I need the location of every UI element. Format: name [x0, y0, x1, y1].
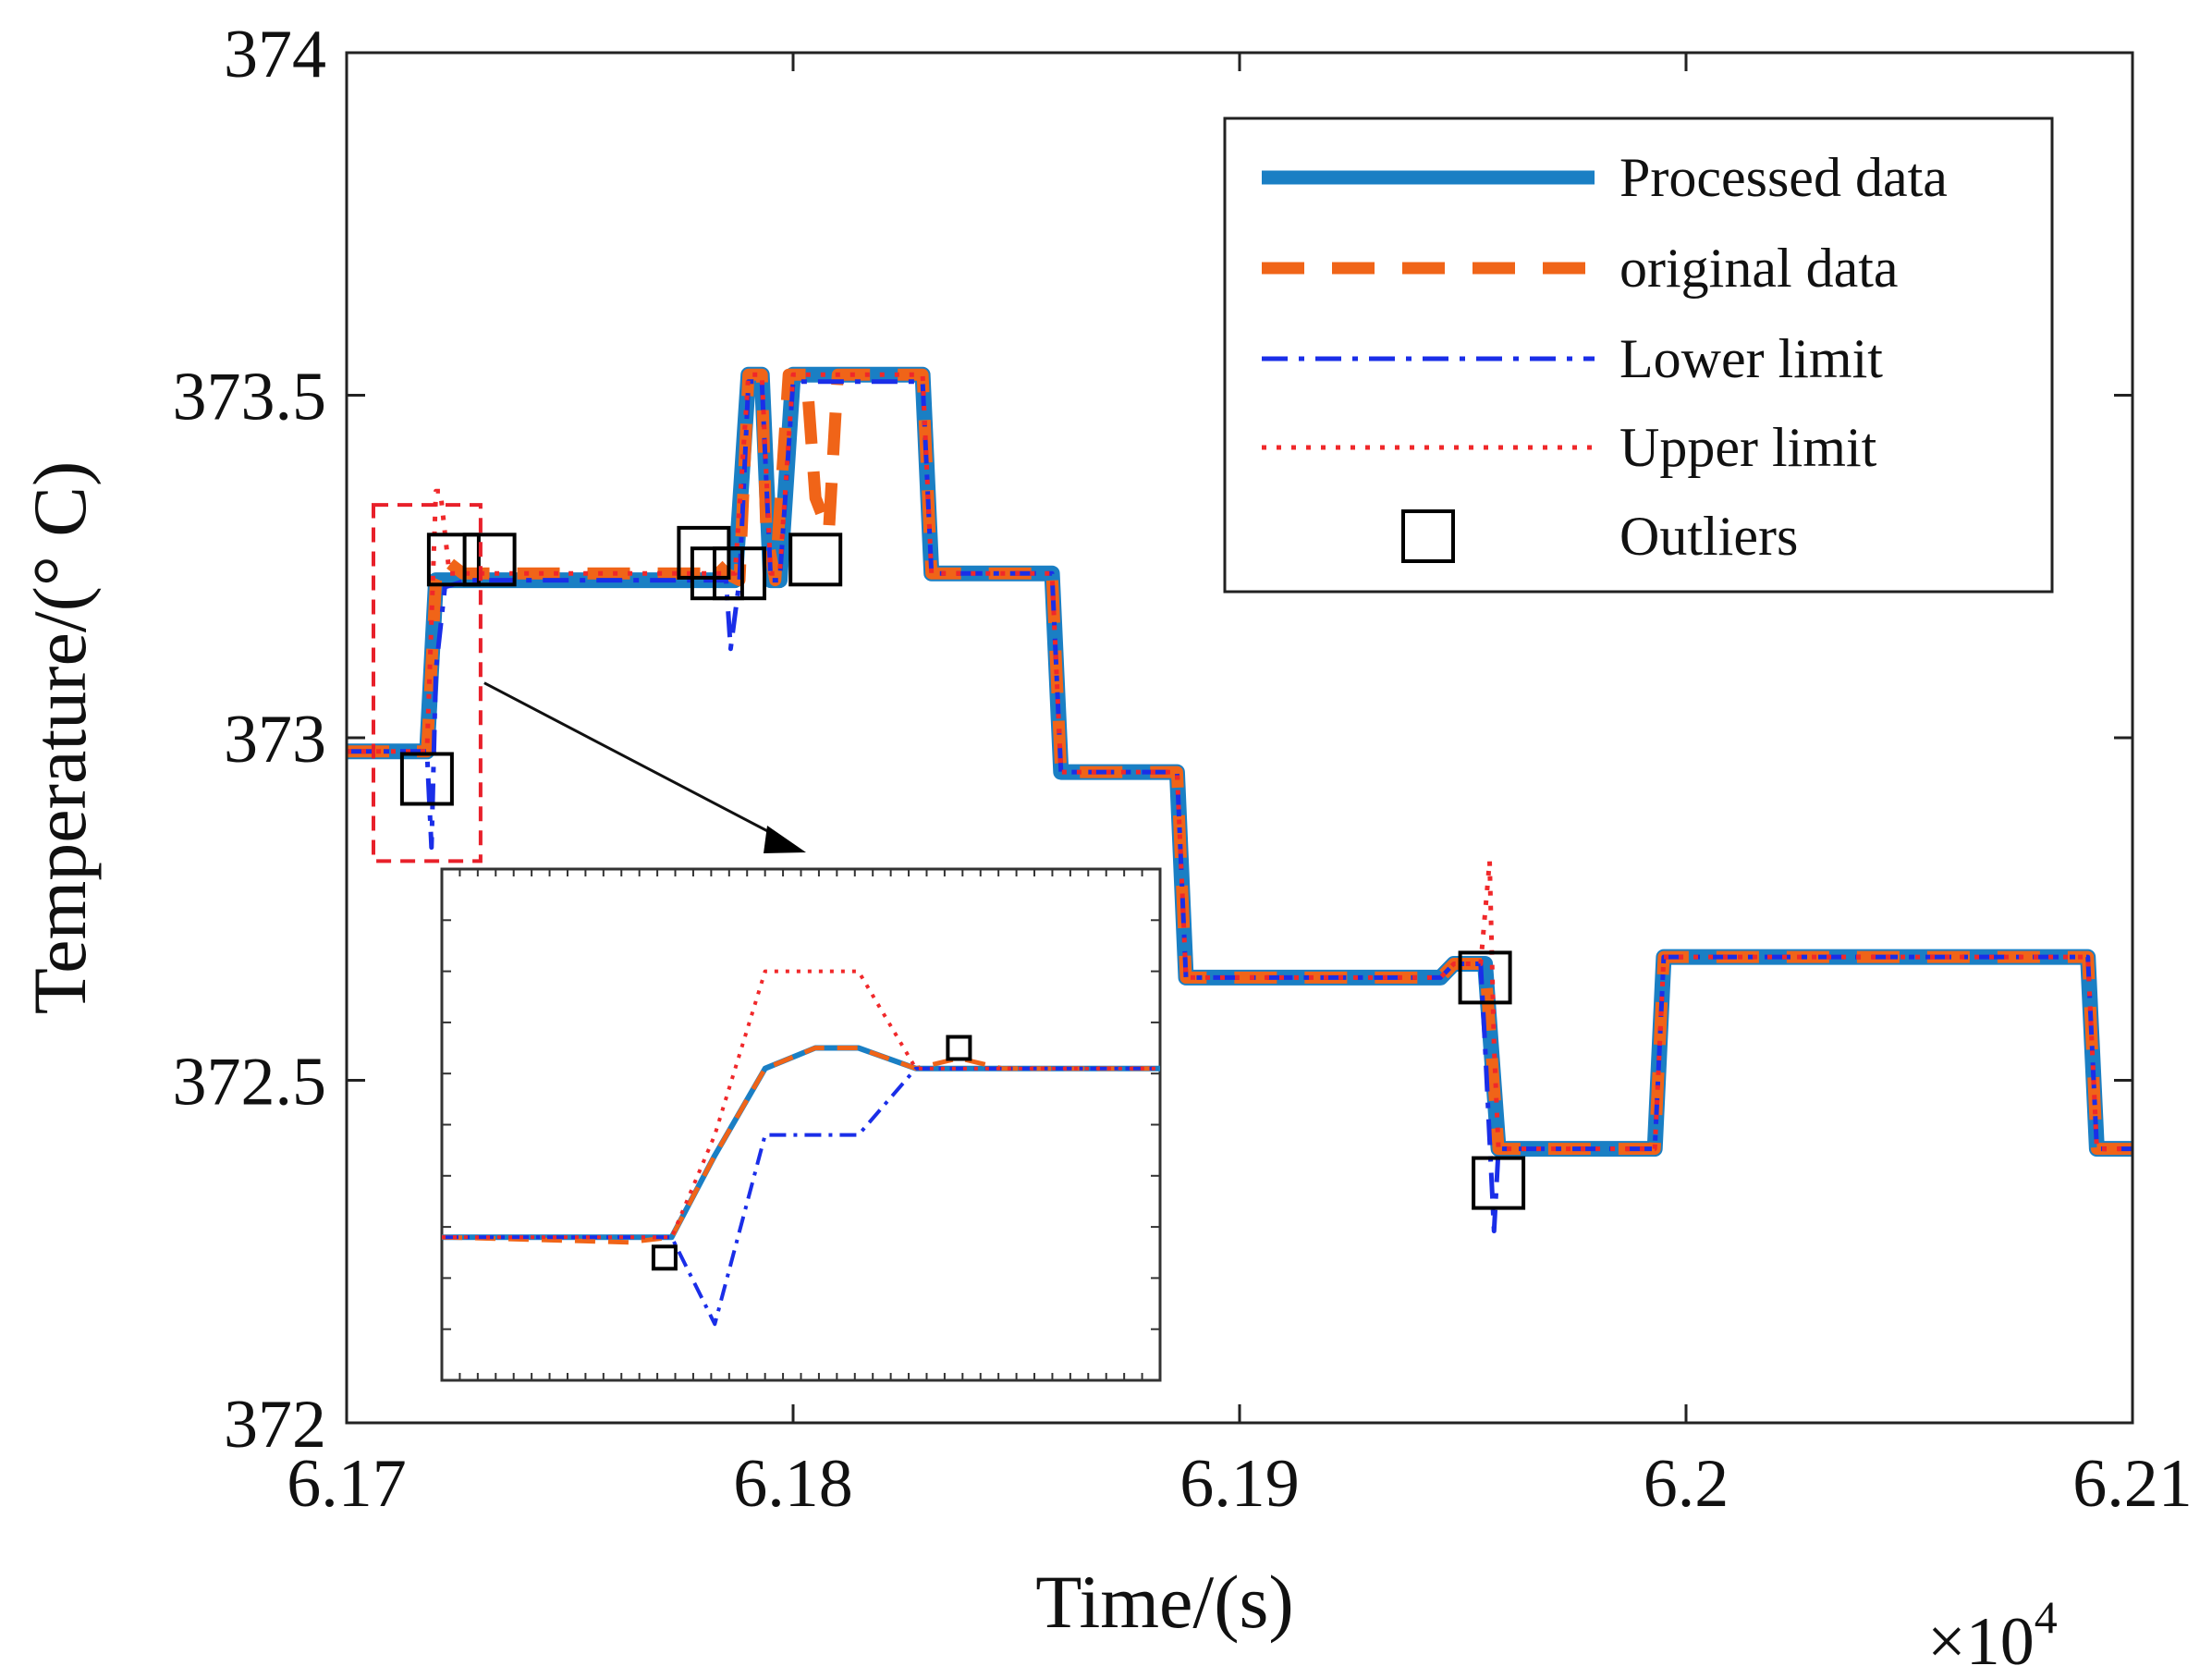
- inset-outlier-marker: [651, 1244, 678, 1271]
- inset-series-group: [442, 969, 1160, 1327]
- legend-label-lower: Lower limit: [1619, 328, 1883, 389]
- x-tick-label: 6.19: [1179, 1446, 1300, 1522]
- zoom-arrow-line: [483, 681, 779, 839]
- legend-swatch-outliers: [1401, 509, 1455, 563]
- outlier-marker: [1472, 1156, 1526, 1210]
- legend-label-outliers: Outliers: [1619, 506, 1798, 567]
- inset-series-lower-line: [442, 1066, 1160, 1327]
- inset-panel: [440, 867, 1162, 1382]
- x-tick-label: 6.21: [2072, 1446, 2193, 1522]
- outlier-marker: [462, 533, 517, 587]
- legend-label-original: original data: [1619, 238, 1899, 299]
- inset-frame: [440, 867, 1162, 1382]
- y-tick-label: 372: [224, 1387, 326, 1463]
- y-tick-label: 373: [224, 702, 326, 778]
- zoom-arrow-head: [764, 826, 806, 853]
- x-tick-label: 6.17: [287, 1446, 407, 1522]
- inset-ticks: [442, 869, 1160, 1380]
- tick-labels: 6.17 6.18 6.19 6.2 6.21 372 372.5 373 373.5 374: [173, 17, 2193, 1522]
- x-axis-title: Time/(s): [1035, 1560, 1293, 1644]
- legend-label-processed: Processed data: [1619, 147, 1948, 208]
- y-tick-label: 373.5: [173, 360, 327, 435]
- outlier-marker: [788, 533, 843, 587]
- outlier-marker: [1458, 950, 1512, 1005]
- legend: Processed data original data Lower limit Up…: [1223, 116, 2054, 594]
- legend-label-upper: Upper limit: [1619, 417, 1877, 478]
- y-tick-label: 374: [224, 17, 326, 92]
- x-multiplier-exponent: 4: [2035, 1591, 2058, 1643]
- legend-entries: Processed data original data Lower limit Up…: [1262, 147, 1948, 567]
- x-multiplier-base: ×10: [1927, 1604, 2035, 1678]
- y-axis-title: Temperature/(° C): [18, 461, 102, 1015]
- x-tick-label: 6.2: [1644, 1446, 1729, 1522]
- outlier-marker: [713, 546, 766, 601]
- outlier-marker: [426, 533, 481, 587]
- x-multiplier-label: ×104: [1927, 1591, 2058, 1678]
- outlier-marker: [677, 525, 731, 580]
- axis-ticks: [345, 51, 2134, 1425]
- inset-outlier-markers: [651, 1035, 972, 1271]
- inset-outlier-marker: [946, 1035, 972, 1061]
- y-tick-label: 372.5: [173, 1045, 327, 1121]
- main-series-group: [347, 366, 2133, 1233]
- legend-box: [1223, 116, 2054, 594]
- outlier-marker: [399, 752, 454, 806]
- outlier-markers: [399, 525, 1526, 1210]
- x-tick-label: 6.18: [733, 1446, 853, 1522]
- zoom-region-box: [372, 503, 483, 863]
- zoom-region-group: [372, 503, 806, 863]
- inset-series-upper-line: [442, 969, 1160, 1240]
